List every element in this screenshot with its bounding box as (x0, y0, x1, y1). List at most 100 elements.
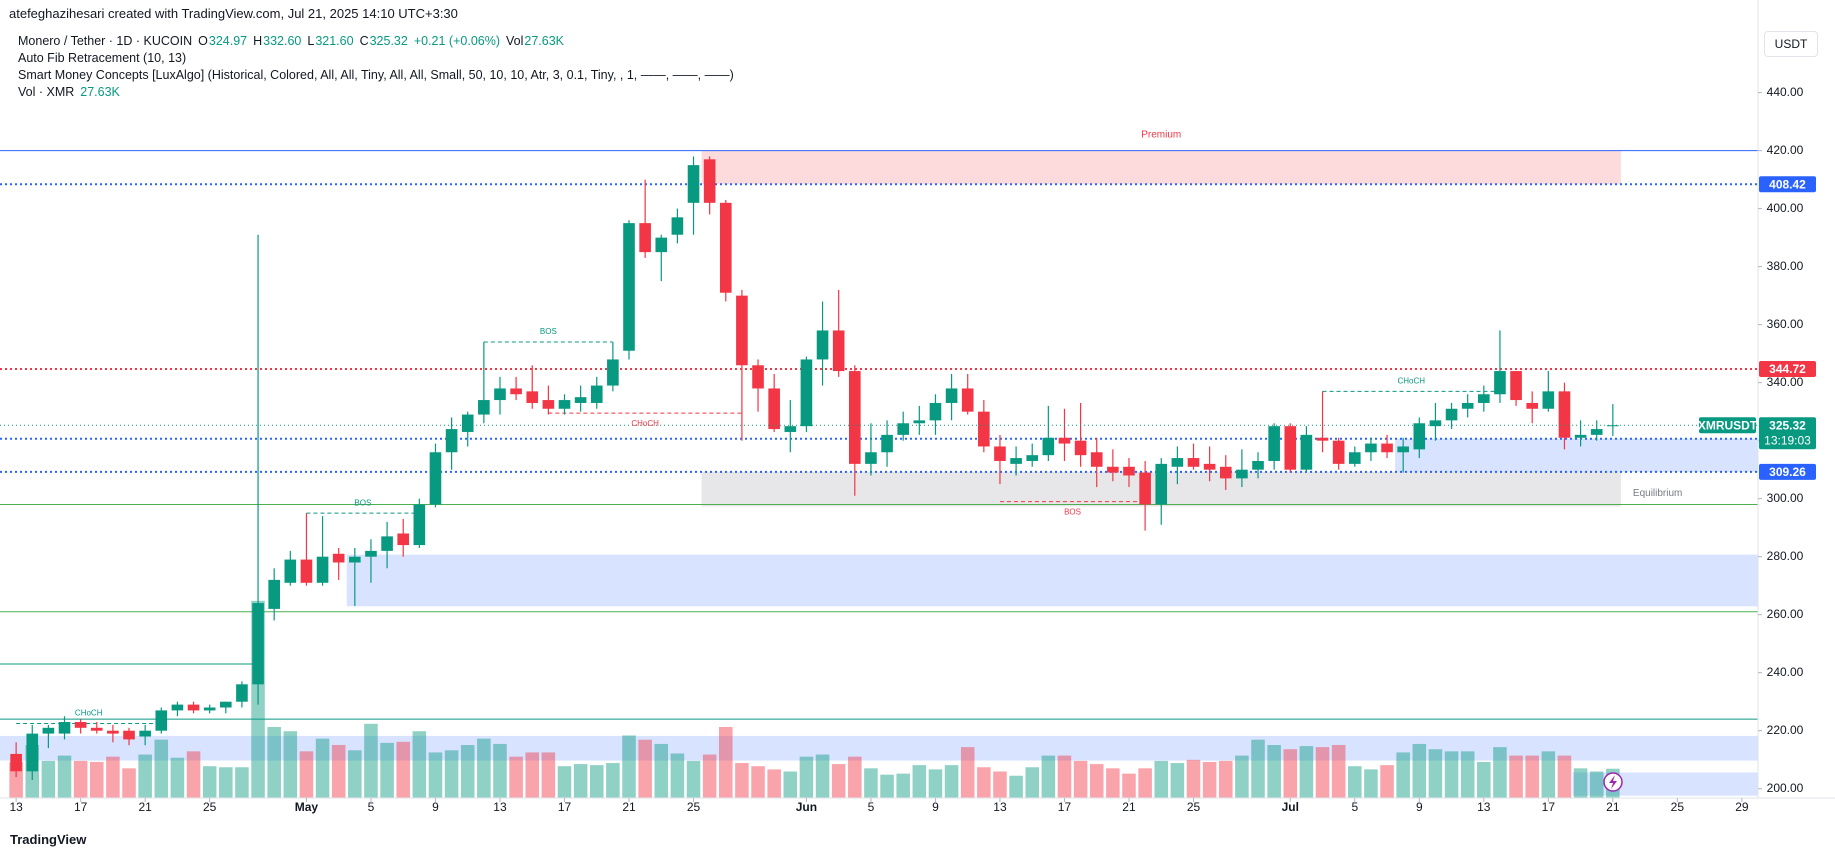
zone (701, 150, 1621, 185)
candle-body (978, 411, 990, 447)
volume-bar (1186, 759, 1201, 798)
volume-bar (767, 769, 781, 798)
candle-body (74, 722, 87, 728)
volume-bar (106, 756, 120, 798)
y-tick-label: 260.00 (1767, 607, 1804, 621)
candle-body (510, 388, 522, 395)
ohlc-key: O (198, 34, 208, 48)
candle-body (1010, 458, 1022, 464)
candle-body (1187, 458, 1200, 467)
y-tick-label: 340.00 (1767, 375, 1804, 389)
x-tick-label: 5 (868, 800, 875, 814)
volume-bar (186, 751, 201, 798)
candle-body (1090, 452, 1103, 467)
candle-body (1316, 437, 1329, 441)
candle-body (1429, 420, 1442, 427)
y-tick-label: 420.00 (1767, 143, 1804, 157)
volume-bar (1444, 751, 1459, 798)
candle-body (881, 434, 893, 453)
volume-bar (89, 761, 104, 798)
volume-bar (848, 756, 862, 798)
volume-bar (202, 766, 217, 798)
volume-bar (735, 763, 749, 798)
volume-bar (1283, 749, 1298, 798)
volume-bar (783, 771, 798, 798)
volume-bar (364, 723, 378, 798)
countdown: 13:19:03 (1764, 433, 1811, 447)
volume-bar (315, 738, 330, 798)
candle-body (1445, 408, 1458, 421)
candle-body (1042, 437, 1055, 456)
candle-body (1510, 371, 1522, 401)
candle-body (139, 730, 151, 737)
indicator-legend[interactable]: Smart Money Concepts [LuxAlgo] (Historic… (18, 68, 734, 82)
volume-bar (944, 765, 959, 798)
volume-bar (444, 750, 459, 798)
x-tick-label: 17 (1542, 800, 1556, 814)
symbol[interactable]: Monero / Tether · 1D · KUCOIN (18, 34, 193, 48)
author-line: atefeghazihesari created with TradingVie… (9, 6, 458, 21)
volume-bar (702, 754, 717, 798)
candle-body (607, 359, 619, 386)
alert-icon[interactable] (1603, 772, 1623, 792)
candle-body (1478, 394, 1490, 403)
volume-bar (1315, 747, 1330, 798)
indicator-legend[interactable]: Auto Fib Retracement (10, 13) (18, 51, 187, 65)
volume-bar (1202, 761, 1217, 798)
zone-label: Premium (1141, 129, 1181, 140)
candle-body (1607, 425, 1619, 427)
candle-body (461, 414, 474, 432)
candle-body (1397, 446, 1409, 453)
x-tick-label: 9 (432, 800, 439, 814)
symbol-badge: XMRUSDT (1698, 418, 1758, 432)
volume-bar (1057, 755, 1072, 798)
candle-body (236, 684, 248, 702)
ohlc-key: H (253, 34, 263, 48)
zone (1395, 438, 1758, 472)
candle-body (58, 722, 71, 734)
x-tick-label: May (295, 800, 319, 814)
candle-body (10, 753, 22, 772)
candle-body (1332, 440, 1345, 464)
x-tick-label: 5 (1351, 800, 1358, 814)
volume-bar (1041, 755, 1056, 798)
x-tick-label: Jun (796, 800, 817, 814)
candle-body (1300, 434, 1313, 470)
change: +0.21 (+0.06%) (413, 34, 500, 48)
y-tick-label: 240.00 (1767, 665, 1804, 679)
ohlc-key: L (307, 34, 315, 48)
volume-bar (1348, 766, 1362, 798)
volume-bar (928, 769, 943, 798)
structure-label: BOS (1064, 508, 1081, 517)
candle-body (284, 559, 297, 583)
volume-bar (1460, 751, 1475, 798)
candle-body (994, 446, 1006, 461)
volume-bar (460, 745, 475, 798)
candle-body (1123, 466, 1135, 476)
candle-body (1203, 463, 1216, 470)
volume-bar (719, 726, 733, 798)
volume-legend[interactable]: Vol · XMR 27.63K (18, 85, 126, 99)
volume-bar (977, 767, 991, 798)
volume-bar (880, 774, 894, 798)
candle-body (865, 452, 877, 464)
volume-bar (960, 747, 975, 798)
candle-body (203, 707, 216, 711)
volume-bar (1589, 771, 1604, 798)
volume-bar (1477, 761, 1491, 798)
currency-button[interactable]: USDT (1764, 31, 1818, 57)
vol-value: 27.63K (524, 34, 565, 48)
candle-body (574, 397, 587, 403)
level-badge: 309.26 (1769, 465, 1806, 479)
ohlc-values: O324.97 H332.60 L321.60 C325.32 (198, 34, 414, 48)
candle-body (832, 330, 845, 372)
candle-body (945, 388, 958, 403)
candle-body (768, 388, 780, 430)
volume-bar (1154, 760, 1169, 798)
candle-body (784, 426, 797, 432)
candle-body (816, 330, 829, 360)
volume-bar (57, 755, 72, 798)
volume-bar (606, 763, 620, 798)
volume-bar (1525, 755, 1539, 798)
